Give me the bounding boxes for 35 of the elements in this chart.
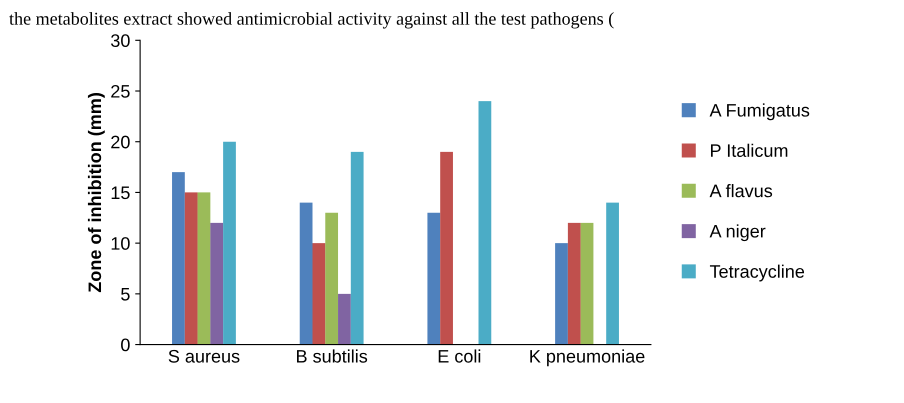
y-tick-label: 15: [112, 186, 130, 200]
y-tick-label: 10: [112, 237, 130, 250]
bar: [210, 222, 224, 345]
bar: [312, 243, 326, 345]
bar: [606, 202, 619, 345]
bar: [555, 243, 568, 345]
y-tick-label: 5: [121, 288, 130, 301]
bar: [350, 152, 364, 345]
bar: [568, 222, 581, 345]
legend-label: P Italicum: [711, 144, 788, 157]
legend-label: A flavus: [710, 184, 772, 198]
x-tick-label: E coli: [438, 349, 480, 363]
bar: [198, 192, 210, 345]
y-tick-label: 20: [111, 136, 130, 148]
x-tick-label: S aureus: [168, 350, 240, 363]
legend-label: A Fumigatus: [710, 103, 810, 120]
bar: [440, 152, 453, 345]
x-tick-label: B subtilis: [297, 349, 368, 363]
y-tick-label: 25: [111, 84, 130, 98]
bar: [478, 101, 492, 345]
x-tick-label: K pneumoniae: [530, 349, 644, 366]
bar: [300, 202, 312, 345]
bar: [338, 294, 351, 345]
bar: [580, 222, 594, 345]
bar: [172, 172, 185, 345]
bar: [427, 212, 440, 345]
legend-label: Tetracycline: [710, 264, 804, 282]
text: the metabolites extract showed antimicrobial activity against all the test pathogens (: [9, 12, 614, 29]
bar: [223, 142, 236, 345]
y-tick-label: 0: [121, 338, 130, 352]
y-tick-label: 30: [111, 34, 130, 48]
y-axis-title: Zone of inhibition (mm): [88, 93, 105, 292]
bar: [184, 192, 198, 345]
bar: [325, 212, 338, 345]
legend-label: A niger: [710, 224, 766, 242]
